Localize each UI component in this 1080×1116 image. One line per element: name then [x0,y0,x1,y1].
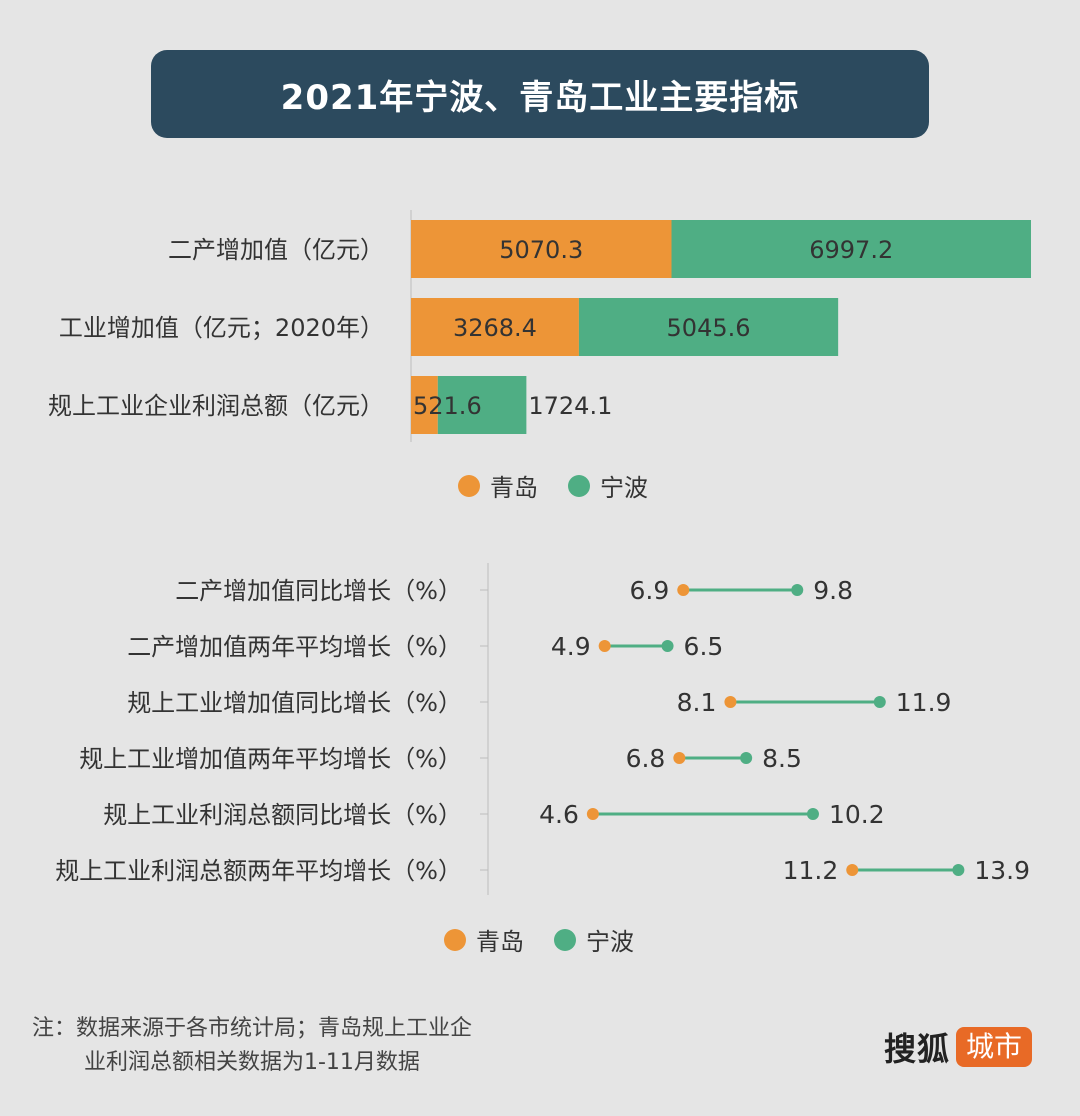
legend-item-ningbo-2: 宁波 [554,922,634,957]
dumbbell-point-ningbo [952,864,965,876]
legend-label-qingdao: 青岛 [490,474,538,502]
legend-label-ningbo: 宁波 [600,474,648,502]
dumbbell-value-label-ningbo: 9.8 [813,576,853,605]
bar-value-label: 1724.1 [528,392,612,420]
dumbbell-chart: 二产增加值同比增长（%） 6.9 9.8 二产增加值两年平均增长（%） 4.9 6.5 规上… [55,563,1030,895]
bar-category-label: 工业增加值（亿元；2020年） [59,314,384,342]
dumbbell-point-qingdao [677,584,690,596]
legend-label-qingdao-2: 青岛 [476,928,524,956]
legend-item-ningbo: 宁波 [568,468,648,503]
dumbbell-category-label: 二产增加值两年平均增长（%） [127,633,462,661]
bar-segment-ningbo [437,376,527,434]
bar-segment-ningbo [671,220,1031,278]
dumbbell-legend: 青岛 宁波 [444,922,634,957]
legend-dot-qingdao [458,474,480,497]
dumbbell-value-label-ningbo: 13.9 [974,856,1030,885]
legend-item-qingdao-2: 青岛 [444,922,524,957]
bar-value-label: 3268.4 [453,314,537,342]
dumbbell-point-qingdao [586,808,599,820]
dumbbell-category-label: 规上工业利润总额同比增长（%） [103,801,462,829]
legend-dot-qingdao-2 [444,928,466,951]
footnote: 注：数据来源于各市统计局；青岛规上工业企 业利润总额相关数据为1-11月数据 [32,1012,472,1080]
logo-tag: 城市 [956,1027,1033,1067]
footnote-line-1: 注：数据来源于各市统计局；青岛规上工业企 [32,1016,473,1041]
dumbbell-category-label: 规上工业利润总额两年平均增长（%） [55,857,462,885]
dumbbell-category-label: 规上工业增加值两年平均增长（%） [79,745,462,773]
bar-segment-ningbo [578,298,839,356]
dumbbell-value-label-ningbo: 11.9 [896,688,952,717]
bar-segment-qingdao [411,376,438,434]
legend-dot-ningbo [568,474,590,497]
dumbbell-point-qingdao [598,640,611,652]
legend-label-ningbo-2: 宁波 [586,928,634,956]
dumbbell-value-label-ningbo: 8.5 [762,744,802,773]
dumbbell-point-qingdao [846,864,859,876]
sohu-city-logo: 搜狐 城市 [884,1024,1033,1070]
dumbbell-category-label: 二产增加值同比增长（%） [175,577,462,605]
bar-segment-qingdao [411,298,579,356]
bar-segment-qingdao [411,220,672,278]
dumbbell-point-ningbo [791,584,804,596]
dumbbell-point-ningbo [873,696,886,708]
logo-brand: 搜狐 [884,1030,951,1068]
stacked-bar-chart: 二产增加值（亿元） 5070.3 6997.2 工业增加值（亿元；2020年） 3268… [48,210,1031,442]
bar-value-label: 5070.3 [499,236,583,264]
dumbbell-value-label-ningbo: 10.2 [829,800,885,829]
bar-legend: 青岛 宁波 [458,468,648,503]
dumbbell-value-label-ningbo: 6.5 [684,632,724,661]
dumbbell-point-qingdao [673,752,686,764]
dumbbell-value-label-qingdao: 8.1 [677,688,717,717]
dumbbell-point-ningbo [806,808,819,820]
dumbbell-value-label-qingdao: 6.8 [626,744,666,773]
legend-item-qingdao: 青岛 [458,468,538,503]
bar-value-label: 6997.2 [809,236,893,264]
footnote-line-2: 业利润总额相关数据为1-11月数据 [84,1050,420,1075]
dumbbell-value-label-qingdao: 4.9 [551,632,591,661]
dumbbell-value-label-qingdao: 11.2 [783,856,839,885]
dumbbell-point-qingdao [724,696,737,708]
title-banner: 2021年宁波、青岛工业主要指标 [151,50,929,138]
dumbbell-point-ningbo [740,752,753,764]
dumbbell-value-label-qingdao: 4.6 [539,800,579,829]
bar-category-label: 规上工业企业利润总额（亿元） [48,392,384,420]
bar-value-label: 521.6 [413,392,482,420]
legend-dot-ningbo-2 [554,928,576,951]
dumbbell-category-label: 规上工业增加值同比增长（%） [127,689,462,717]
bar-category-label: 二产增加值（亿元） [168,236,384,264]
chart-title: 2021年宁波、青岛工业主要指标 [280,77,800,118]
dumbbell-value-label-qingdao: 6.9 [630,576,670,605]
dumbbell-point-ningbo [661,640,674,652]
bar-value-label: 5045.6 [667,314,751,342]
